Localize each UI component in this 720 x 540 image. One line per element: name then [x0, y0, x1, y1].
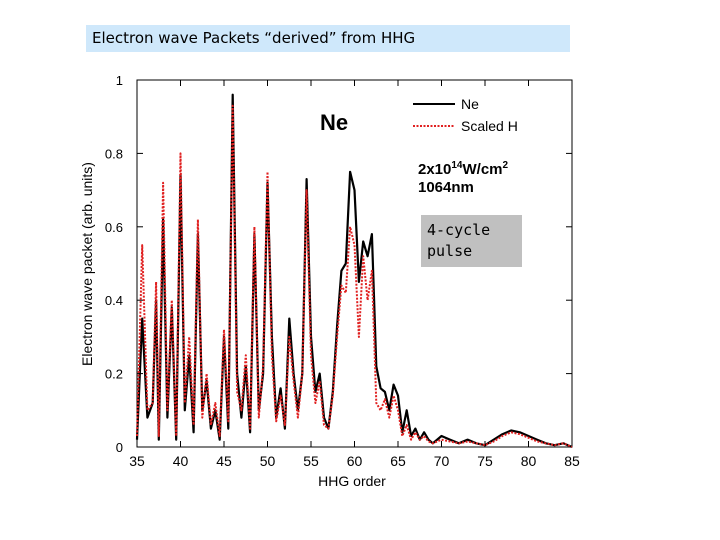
element-label: Ne: [320, 110, 349, 135]
x-tick-label: 85: [564, 453, 580, 469]
wavelength-label: 1064nm: [418, 179, 474, 196]
y-tick-label: 0.8: [105, 146, 123, 161]
x-tick-label: 55: [303, 453, 319, 469]
y-tick-label: 0: [116, 440, 123, 455]
axis-ticks: 35 40 45 50 55 60 65 70 75 80 85 0 0.2 0.4 0.6 0.8 1: [105, 73, 580, 469]
x-tick-label: 45: [216, 453, 232, 469]
x-tick-label: 80: [521, 453, 537, 469]
intensity-label: 2x1014W/cm2: [418, 160, 508, 178]
pulse-note-box: 4-cycle pulse: [421, 215, 522, 267]
y-tick-label: 0.6: [105, 220, 123, 235]
x-axis-label: HHG order: [318, 473, 386, 489]
x-tick-label: 75: [477, 453, 493, 469]
intensity-exponent: 14: [451, 160, 463, 171]
intensity-unit: W/cm: [462, 161, 503, 178]
y-tick-label: 1: [116, 73, 123, 88]
x-tick-label: 35: [129, 453, 145, 469]
x-tick-label: 65: [390, 453, 406, 469]
legend-label: Scaled H: [461, 118, 518, 134]
slide-title: Electron wave Packets “derived” from HHG: [86, 25, 570, 52]
y-axis-label: Electron wave packet (arb. units): [79, 162, 95, 366]
series-line-scaled-h: [136, 104, 573, 448]
pulse-note-line: 4-cycle: [427, 221, 491, 239]
x-tick-label: 70: [434, 453, 450, 469]
series-layer: [135, 93, 573, 449]
y-tick-label: 0.4: [105, 293, 123, 308]
pulse-note-line: pulse: [427, 242, 473, 260]
x-tick-label: 60: [347, 453, 363, 469]
y-tick-label: 0.2: [105, 367, 123, 382]
legend: Ne Scaled H: [413, 96, 518, 134]
x-tick-label: 50: [260, 453, 276, 469]
legend-label: Ne: [461, 96, 479, 112]
x-tick-label: 40: [173, 453, 189, 469]
intensity-base: 2x10: [418, 161, 452, 178]
intensity-unit-exponent: 2: [502, 160, 509, 171]
